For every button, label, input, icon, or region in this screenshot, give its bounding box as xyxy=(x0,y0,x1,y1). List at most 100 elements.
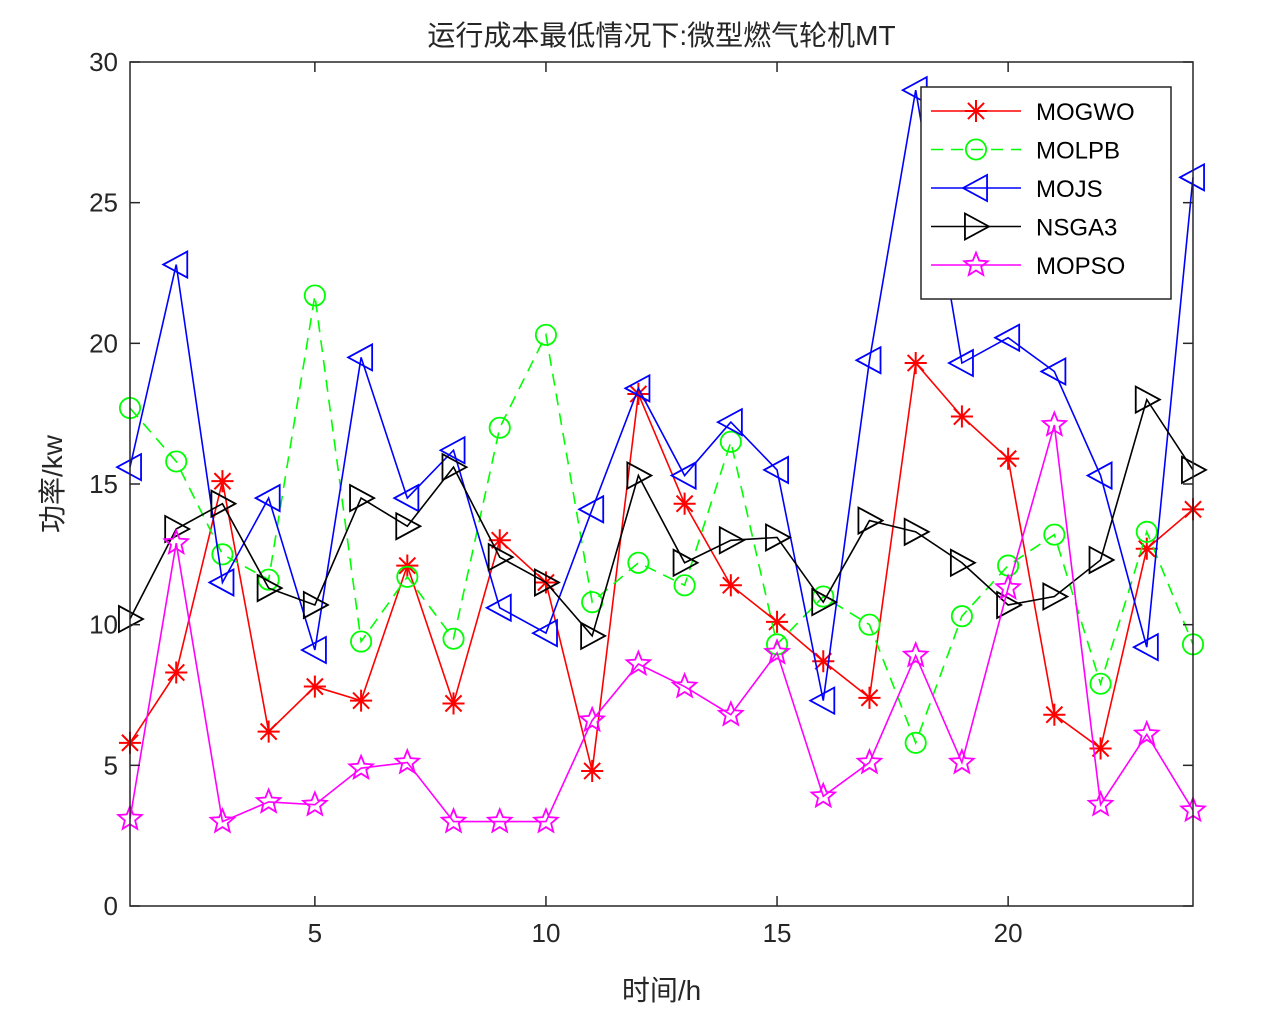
data-point-mogwo xyxy=(442,692,465,715)
data-point-mopso xyxy=(347,753,376,781)
data-point-nsga3 xyxy=(765,522,792,552)
data-point-mojs xyxy=(161,250,189,280)
data-point-mojs xyxy=(392,483,420,513)
data-point-nsga3 xyxy=(1042,582,1070,612)
series-nsga3 xyxy=(118,385,1208,651)
data-point-mojs xyxy=(577,494,605,524)
data-point-mogwo xyxy=(812,650,835,673)
data-point-mojs xyxy=(993,323,1021,353)
data-point-mojs xyxy=(531,618,558,648)
data-point-mopso xyxy=(300,789,329,817)
legend-marker-nsga3 xyxy=(964,211,991,242)
data-point-mopso xyxy=(994,573,1023,601)
data-point-nsga3 xyxy=(811,587,839,617)
legend-box xyxy=(920,86,1172,300)
data-point-nsga3 xyxy=(949,548,977,578)
series-line-mojs xyxy=(129,89,1194,701)
legend-marker-mopso xyxy=(961,250,991,277)
data-point-mojs xyxy=(1131,632,1159,662)
data-point-mogwo xyxy=(211,470,234,493)
data-point-mogwo xyxy=(1089,737,1112,760)
data-point-molpb xyxy=(442,627,465,650)
legend-marker-mojs xyxy=(961,173,988,203)
data-point-nsga3 xyxy=(1088,545,1116,575)
data-point-mogwo xyxy=(673,492,696,515)
legend-label-mopso: MOPSO xyxy=(1036,253,1125,280)
data-point-mopso xyxy=(1086,789,1115,817)
data-point-nsga3 xyxy=(1181,455,1208,485)
data-point-nsga3 xyxy=(349,483,376,513)
data-point-nsga3 xyxy=(302,590,330,620)
data-point-nsga3 xyxy=(672,548,700,578)
data-point-nsga3 xyxy=(857,506,885,536)
data-point-molpb xyxy=(950,605,973,628)
data-point-nsga3 xyxy=(1134,385,1162,415)
data-point-mogwo xyxy=(997,447,1020,470)
data-point-molpb xyxy=(1089,672,1112,695)
data-point-mopso xyxy=(485,806,514,834)
data-point-mojs xyxy=(762,455,789,485)
x-tick-label: 15 xyxy=(763,918,792,948)
data-point-mopso xyxy=(670,671,699,699)
data-point-mopso xyxy=(901,640,930,668)
data-point-nsga3 xyxy=(487,542,515,572)
data-point-mojs xyxy=(808,686,836,716)
data-point-nsga3 xyxy=(903,517,931,547)
legend-label-nsga3: NSGA3 xyxy=(1036,215,1117,242)
y-tick-label: 5 xyxy=(104,750,118,780)
data-point-mogwo xyxy=(303,675,326,698)
data-point-mopso xyxy=(439,806,468,834)
data-point-molpb xyxy=(488,416,511,439)
data-point-molpb xyxy=(719,430,742,453)
axes-ticks: 0 5 10 15 20 25 30 5 10 15 20 xyxy=(89,47,1193,948)
data-point-mojs xyxy=(484,593,512,623)
data-point-mojs xyxy=(947,348,974,378)
y-tick-label: 0 xyxy=(104,891,118,921)
data-point-molpb xyxy=(303,284,326,307)
data-point-mopso xyxy=(624,649,653,676)
data-point-molpb xyxy=(165,450,188,473)
data-point-mogwo xyxy=(765,610,789,633)
legend-label-molpb: MOLPB xyxy=(1036,138,1120,165)
data-point-molpb xyxy=(534,323,557,346)
data-point-mojs xyxy=(669,461,697,491)
data-point-nsga3 xyxy=(996,590,1024,620)
data-point-mogwo xyxy=(396,554,419,577)
data-point-nsga3 xyxy=(395,511,423,541)
data-point-nsga3 xyxy=(118,604,145,634)
data-point-molpb xyxy=(1135,520,1158,543)
data-point-mopso xyxy=(947,747,976,775)
data-point-mopso xyxy=(531,806,560,834)
data-point-mogwo xyxy=(858,686,881,709)
y-tick-label: 20 xyxy=(89,328,118,358)
data-point-molpb xyxy=(257,568,280,591)
x-tick-label: 5 xyxy=(308,918,322,948)
y-tick-label: 10 xyxy=(89,610,118,640)
data-point-molpb xyxy=(627,551,650,574)
data-point-mopso xyxy=(809,781,838,809)
data-point-molpb xyxy=(396,565,419,588)
data-point-mojs xyxy=(207,567,235,597)
data-point-molpb xyxy=(904,731,927,754)
data-point-nsga3 xyxy=(626,461,654,491)
data-point-nsga3 xyxy=(580,621,608,651)
series-line-nsga3 xyxy=(129,397,1194,638)
data-point-mopso xyxy=(855,747,884,775)
y-tick-label: 15 xyxy=(89,469,118,499)
data-point-mogwo xyxy=(350,689,373,712)
data-point-nsga3 xyxy=(441,452,469,482)
x-axis-label: 时间/h xyxy=(622,975,701,1006)
data-point-mopso xyxy=(254,787,283,814)
data-point-mogwo xyxy=(950,405,973,428)
data-point-molpb xyxy=(673,574,696,597)
data-point-mopso xyxy=(208,806,237,834)
data-point-molpb xyxy=(211,543,234,566)
data-point-mojs xyxy=(115,452,142,482)
data-point-mogwo xyxy=(719,574,742,597)
data-point-mogwo xyxy=(627,382,650,406)
data-point-molpb xyxy=(1043,523,1066,546)
data-point-molpb xyxy=(350,630,373,653)
data-point-mopso xyxy=(763,638,792,665)
data-point-mojs xyxy=(1039,356,1067,386)
